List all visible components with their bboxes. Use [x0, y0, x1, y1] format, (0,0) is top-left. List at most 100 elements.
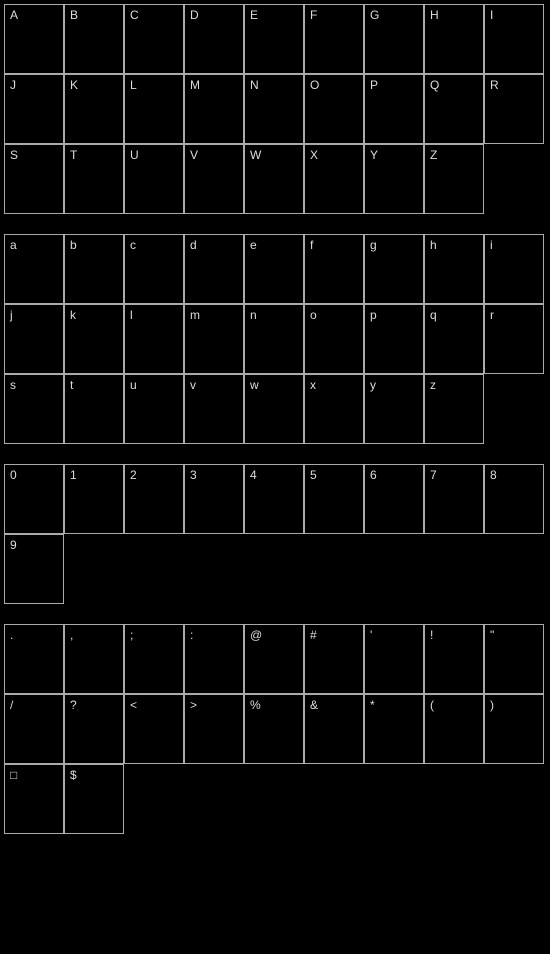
- glyph-label: >: [190, 699, 197, 711]
- glyph-cell: e: [244, 234, 304, 304]
- glyph-cell: L: [124, 74, 184, 144]
- glyph-cell: V: [184, 144, 244, 214]
- glyph-label: 8: [490, 469, 497, 481]
- glyph-cell: m: [184, 304, 244, 374]
- glyph-cell: i: [484, 234, 544, 304]
- glyph-label: e: [250, 239, 257, 251]
- glyph-cell: !: [424, 624, 484, 694]
- glyph-cell: P: [364, 74, 424, 144]
- glyph-label: B: [70, 9, 78, 21]
- glyph-cell: n: [244, 304, 304, 374]
- glyph-cell: x: [304, 374, 364, 444]
- glyph-label: y: [370, 379, 376, 391]
- glyph-label: j: [10, 309, 13, 321]
- glyph-cell: 7: [424, 464, 484, 534]
- glyph-cell: 2: [124, 464, 184, 534]
- glyph-label: N: [250, 79, 259, 91]
- glyph-cell: z: [424, 374, 484, 444]
- glyph-cell: Y: [364, 144, 424, 214]
- glyph-cell: K: [64, 74, 124, 144]
- glyph-cell: I: [484, 4, 544, 74]
- glyph-label: .: [10, 629, 13, 641]
- glyph-label: 1: [70, 469, 77, 481]
- glyph-cell: l: [124, 304, 184, 374]
- glyph-label: /: [10, 699, 13, 711]
- glyph-label: 4: [250, 469, 257, 481]
- glyph-cell: %: [244, 694, 304, 764]
- glyph-label: K: [70, 79, 78, 91]
- glyph-cell: (: [424, 694, 484, 764]
- glyph-cell: S: [4, 144, 64, 214]
- glyph-cell: o: [304, 304, 364, 374]
- glyph-cell: T: [64, 144, 124, 214]
- section-punctuation: .,;:@#'!"/?<>%&*()□$: [4, 624, 544, 834]
- glyph-cell: X: [304, 144, 364, 214]
- glyph-label: V: [190, 149, 198, 161]
- glyph-cell: g: [364, 234, 424, 304]
- glyph-label: <: [130, 699, 137, 711]
- glyph-cell: C: [124, 4, 184, 74]
- glyph-cell: p: [364, 304, 424, 374]
- glyph-cell: ,: [64, 624, 124, 694]
- glyph-cell: U: [124, 144, 184, 214]
- glyph-label: n: [250, 309, 257, 321]
- glyph-label: W: [250, 149, 261, 161]
- glyph-cell: >: [184, 694, 244, 764]
- glyph-label: *: [370, 699, 375, 711]
- glyph-cell: N: [244, 74, 304, 144]
- glyph-label: 5: [310, 469, 317, 481]
- glyph-label: m: [190, 309, 200, 321]
- glyph-cell: D: [184, 4, 244, 74]
- glyph-cell: t: [64, 374, 124, 444]
- glyph-cell: 6: [364, 464, 424, 534]
- glyph-label: P: [370, 79, 378, 91]
- glyph-cell: A: [4, 4, 64, 74]
- glyph-cell: j: [4, 304, 64, 374]
- glyph-cell: R: [484, 74, 544, 144]
- glyph-cell: Z: [424, 144, 484, 214]
- glyph-cell: b: [64, 234, 124, 304]
- glyph-label: ": [490, 629, 494, 641]
- glyph-cell: u: [124, 374, 184, 444]
- glyph-cell: B: [64, 4, 124, 74]
- glyph-cell: k: [64, 304, 124, 374]
- glyph-label: Z: [430, 149, 437, 161]
- glyph-label: h: [430, 239, 437, 251]
- glyph-label: I: [490, 9, 493, 21]
- glyph-cell: #: [304, 624, 364, 694]
- glyph-cell: Q: [424, 74, 484, 144]
- glyph-cell: s: [4, 374, 64, 444]
- glyph-label: H: [430, 9, 439, 21]
- glyph-label: U: [130, 149, 139, 161]
- glyph-cell: 3: [184, 464, 244, 534]
- glyph-label: w: [250, 379, 259, 391]
- glyph-label: i: [490, 239, 493, 251]
- glyph-label: X: [310, 149, 318, 161]
- glyph-label: r: [490, 309, 494, 321]
- glyph-cell: ): [484, 694, 544, 764]
- glyph-label: k: [70, 309, 76, 321]
- glyph-label: 0: [10, 469, 17, 481]
- glyph-cell: E: [244, 4, 304, 74]
- glyph-cell: q: [424, 304, 484, 374]
- glyph-cell: &: [304, 694, 364, 764]
- glyph-cell: w: [244, 374, 304, 444]
- glyph-label: (: [430, 699, 434, 711]
- glyph-cell: @: [244, 624, 304, 694]
- glyph-label: A: [10, 9, 18, 21]
- glyph-label: #: [310, 629, 317, 641]
- glyph-cell: v: [184, 374, 244, 444]
- glyph-cell: 1: [64, 464, 124, 534]
- glyph-label: O: [310, 79, 319, 91]
- glyph-cell: 8: [484, 464, 544, 534]
- glyph-cell: ;: [124, 624, 184, 694]
- glyph-label: o: [310, 309, 317, 321]
- glyph-cell: M: [184, 74, 244, 144]
- section-lowercase: abcdefghijklmnopqrstuvwxyz: [4, 234, 544, 444]
- glyph-cell: <: [124, 694, 184, 764]
- glyph-label: f: [310, 239, 313, 251]
- glyph-label: t: [70, 379, 73, 391]
- glyph-cell: ": [484, 624, 544, 694]
- glyph-label: 3: [190, 469, 197, 481]
- glyph-label: d: [190, 239, 197, 251]
